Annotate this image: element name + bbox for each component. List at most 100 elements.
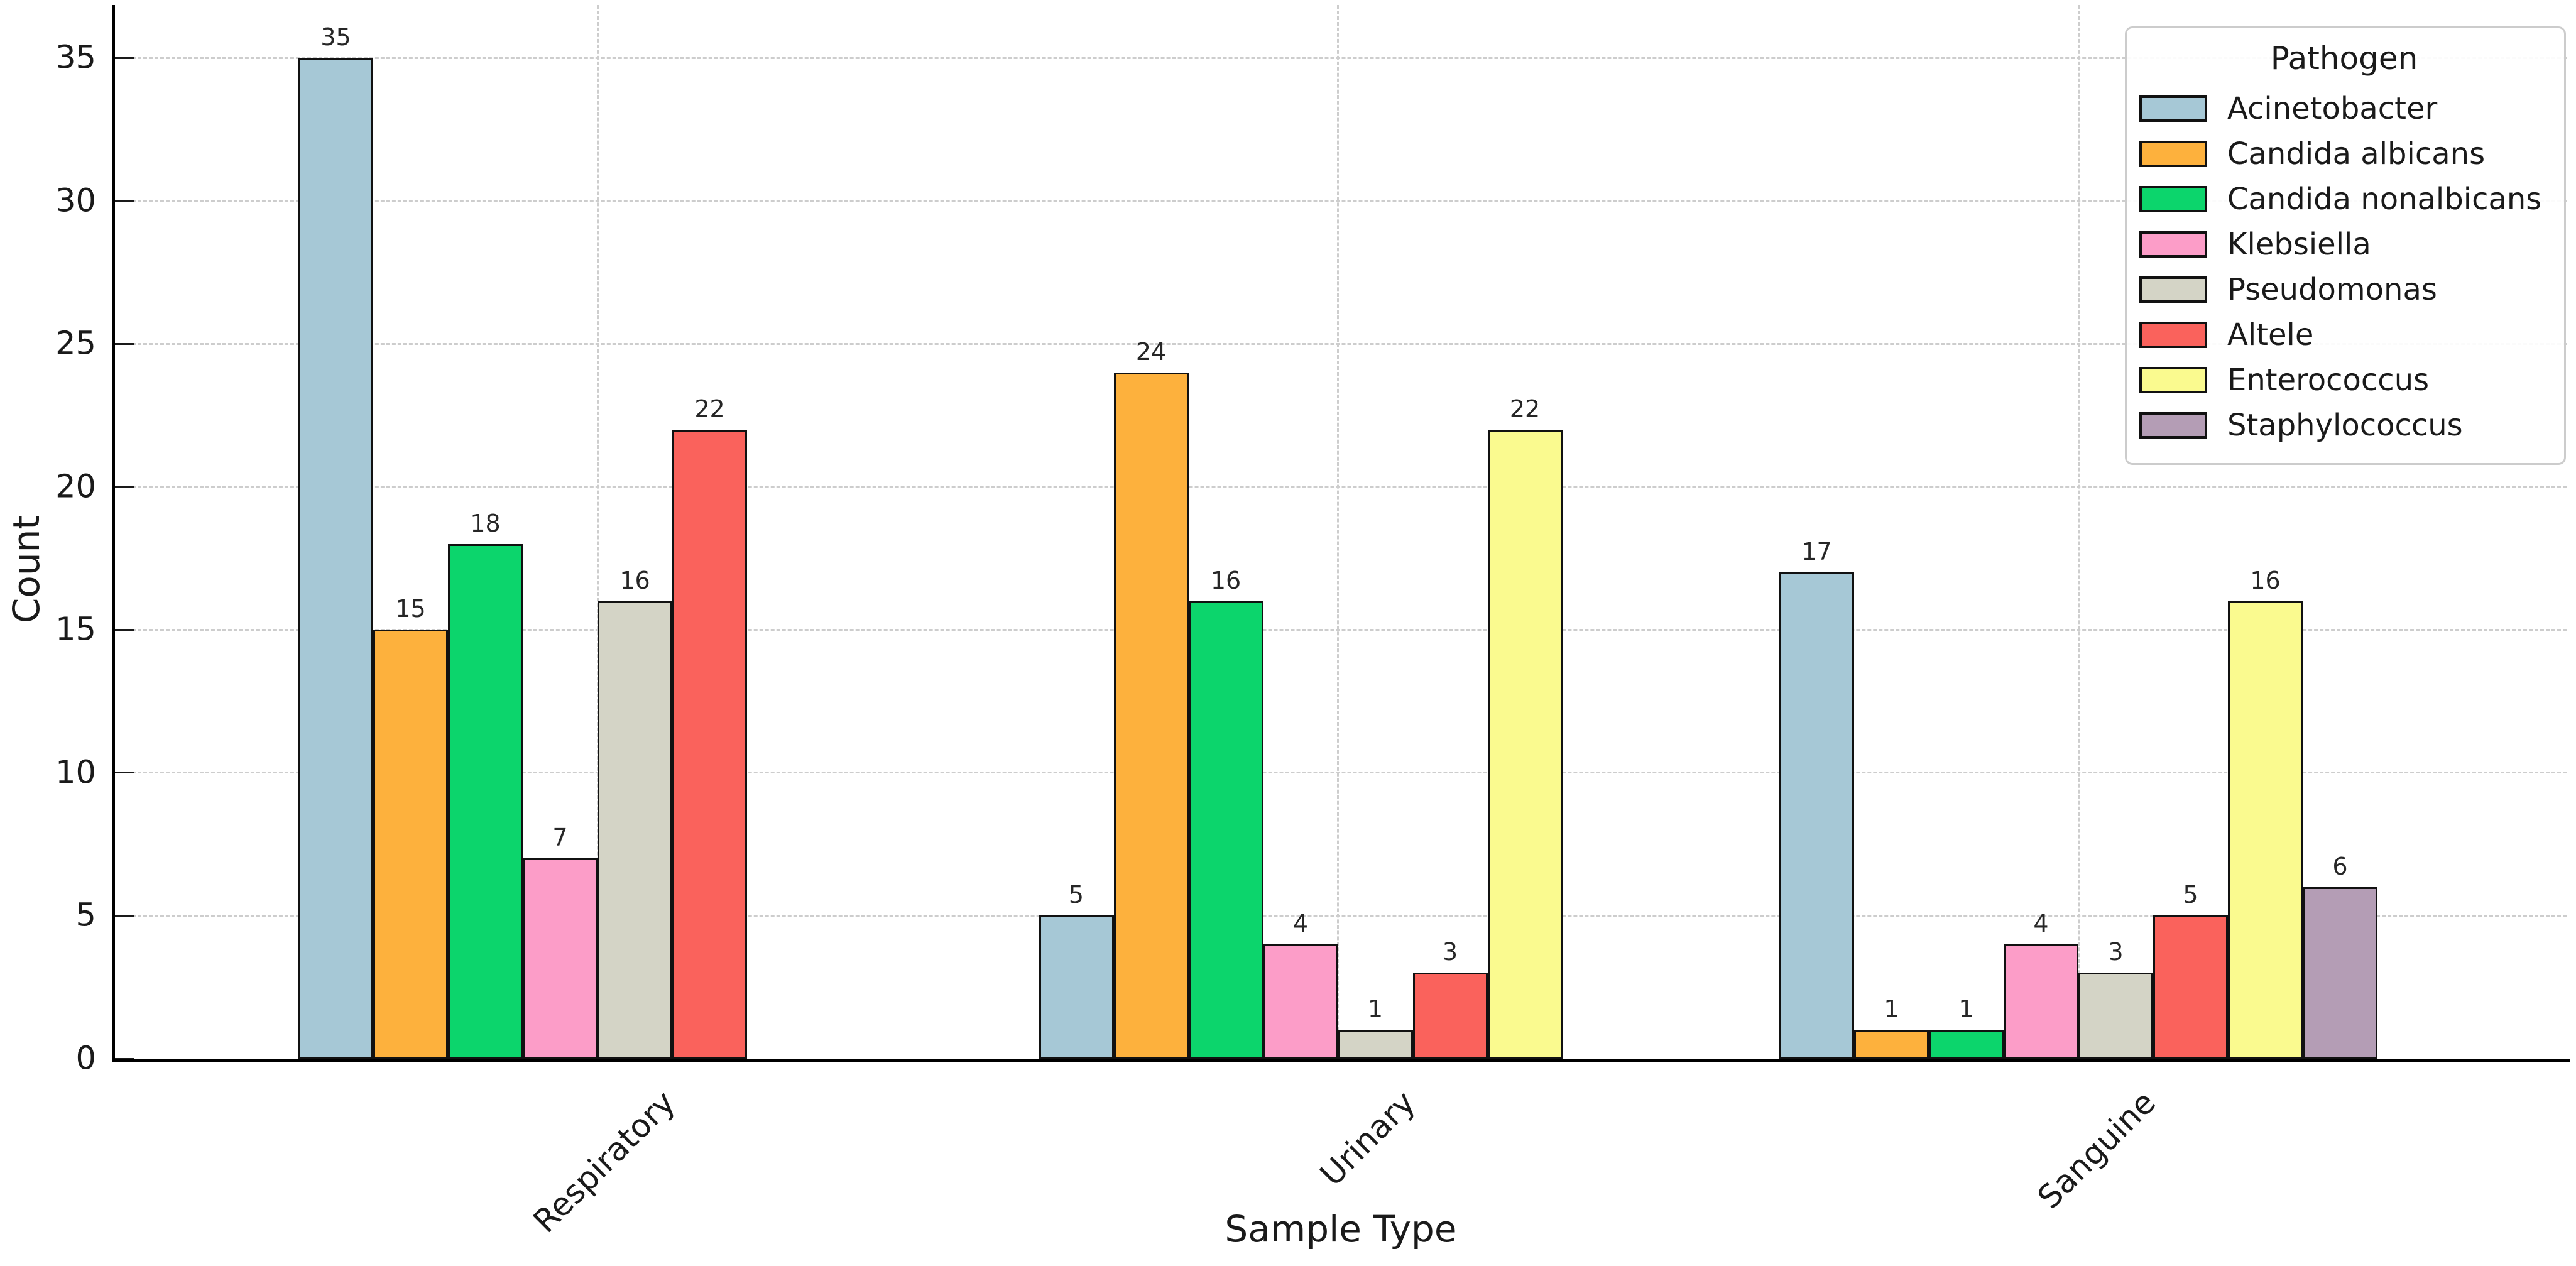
- legend-label: Pseudomonas: [2227, 271, 2437, 307]
- y-axis-title: Count: [5, 515, 48, 624]
- bar-value-label: 22: [694, 395, 725, 423]
- legend-label: Candida albicans: [2227, 136, 2486, 172]
- bar-value-label: 6: [2332, 852, 2348, 880]
- y-tick-label: 35: [55, 39, 96, 77]
- legend-item-pseudomonas: Pseudomonas: [2139, 267, 2549, 312]
- bar-candida-nonalbicans-respiratory: [448, 543, 523, 1059]
- bar-value-label: 16: [2250, 566, 2281, 594]
- y-tick-mark: [115, 914, 134, 917]
- bar-klebsiella-respiratory: [523, 858, 598, 1059]
- legend-label: Staphylococcus: [2227, 407, 2463, 443]
- bar-value-label: 1: [1884, 995, 1899, 1023]
- y-tick-label: 10: [55, 754, 96, 792]
- bar-altele-sanguine: [2153, 915, 2228, 1059]
- bar-value-label: 5: [2183, 881, 2198, 909]
- bar-value-label: 1: [1367, 995, 1384, 1023]
- legend-swatch: [2139, 185, 2207, 212]
- gridline-horizontal: [115, 486, 2567, 488]
- y-tick-mark: [115, 57, 134, 59]
- legend-item-altele: Altele: [2139, 312, 2549, 357]
- gridline-horizontal: [115, 342, 2567, 345]
- y-tick-label: 0: [75, 1040, 96, 1078]
- legend-item-staphylococcus: Staphylococcus: [2139, 403, 2549, 448]
- bar-candida-albicans-sanguine: [1854, 1030, 1929, 1059]
- gridline-vertical: [2077, 5, 2080, 1059]
- bar-candida-nonalbicans-urinary: [1188, 601, 1263, 1059]
- x-tick-label-urinary: Urinary: [1313, 1084, 1423, 1194]
- y-tick-label: 20: [55, 468, 96, 506]
- legend-item-enterococcus: Enterococcus: [2139, 357, 2549, 403]
- bar-value-label: 16: [1210, 566, 1242, 594]
- bar-enterococcus-urinary: [1487, 429, 1563, 1059]
- y-tick-label: 25: [55, 325, 96, 363]
- bar-candida-nonalbicans-sanguine: [1929, 1030, 2004, 1059]
- y-tick-mark: [115, 486, 134, 488]
- legend-swatch: [2139, 366, 2207, 393]
- legend-item-acinetobacter: Acinetobacter: [2139, 86, 2549, 131]
- bar-candida-albicans-respiratory: [373, 630, 448, 1059]
- bar-pseudomonas-sanguine: [2078, 973, 2153, 1059]
- legend-item-candida-albicans: Candida albicans: [2139, 131, 2549, 177]
- gridline-vertical: [596, 5, 599, 1059]
- legend-item-klebsiella: Klebsiella: [2139, 222, 2549, 267]
- legend-swatch: [2139, 95, 2207, 122]
- legend-swatch: [2139, 231, 2207, 258]
- bar-pseudomonas-respiratory: [598, 601, 672, 1059]
- bar-value-label: 15: [395, 595, 426, 623]
- bar-value-label: 17: [1801, 538, 1832, 566]
- legend-swatch: [2139, 412, 2207, 439]
- x-tick-label-sanguine: Sanguine: [2031, 1084, 2164, 1216]
- legend-label: Acinetobacter: [2227, 90, 2438, 126]
- x-axis-spine: [112, 1059, 2570, 1062]
- legend-title: Pathogen: [2270, 40, 2418, 77]
- legend-swatch: [2139, 140, 2207, 167]
- bar-value-label: 3: [2108, 938, 2124, 966]
- bar-klebsiella-sanguine: [2004, 944, 2078, 1059]
- bar-candida-albicans-urinary: [1113, 372, 1189, 1059]
- gridline-horizontal: [115, 628, 2567, 631]
- legend-label: Klebsiella: [2227, 226, 2371, 262]
- bar-value-label: 5: [1068, 881, 1084, 909]
- gridline-horizontal: [115, 772, 2567, 774]
- bar-staphylococcus-sanguine: [2303, 887, 2377, 1059]
- bar-acinetobacter-urinary: [1039, 915, 1114, 1059]
- bar-value-label: 35: [320, 23, 351, 51]
- bar-value-label: 24: [1135, 337, 1167, 366]
- x-axis-title: Sample Type: [1225, 1208, 1457, 1250]
- bar-altele-urinary: [1412, 973, 1488, 1059]
- y-tick-label: 15: [55, 611, 96, 648]
- y-tick-label: 30: [55, 182, 96, 220]
- bar-value-label: 22: [1509, 395, 1541, 423]
- bar-value-label: 16: [619, 566, 650, 594]
- bar-altele-respiratory: [672, 429, 747, 1059]
- y-tick-mark: [115, 772, 134, 774]
- bar-value-label: 18: [470, 509, 501, 537]
- bar-acinetobacter-sanguine: [1779, 572, 1854, 1059]
- bar-value-label: 4: [2033, 909, 2049, 937]
- bar-klebsiella-urinary: [1263, 944, 1338, 1059]
- y-tick-mark: [115, 628, 134, 631]
- y-tick-mark: [115, 200, 134, 202]
- bar-value-label: 3: [1442, 938, 1458, 966]
- bar-acinetobacter-respiratory: [298, 58, 373, 1059]
- gridline-horizontal: [115, 914, 2567, 917]
- bar-value-label: 1: [1958, 995, 1974, 1023]
- gridline-horizontal: [115, 57, 2567, 59]
- legend-swatch: [2139, 321, 2207, 348]
- bar-pseudomonas-urinary: [1338, 1030, 1413, 1059]
- legend-label: Altele: [2227, 317, 2314, 352]
- legend-label: Candida nonalbicans: [2227, 181, 2542, 217]
- bar-value-label: 7: [552, 824, 568, 852]
- bar-enterococcus-sanguine: [2228, 601, 2303, 1059]
- legend: Pathogen Acinetobacter Candida albicans Ca…: [2125, 26, 2566, 465]
- gridline-horizontal: [115, 200, 2567, 202]
- gridline-vertical: [1337, 5, 1339, 1059]
- legend-item-candida-nonalbicans: Candida nonalbicans: [2139, 177, 2549, 222]
- bar-value-label: 4: [1292, 909, 1309, 937]
- y-axis-spine: [112, 5, 115, 1062]
- y-tick-mark: [115, 342, 134, 345]
- legend-items: Acinetobacter Candida albicans Candida non…: [2139, 86, 2549, 448]
- y-tick-label: 5: [75, 897, 96, 934]
- legend-label: Enterococcus: [2227, 362, 2430, 398]
